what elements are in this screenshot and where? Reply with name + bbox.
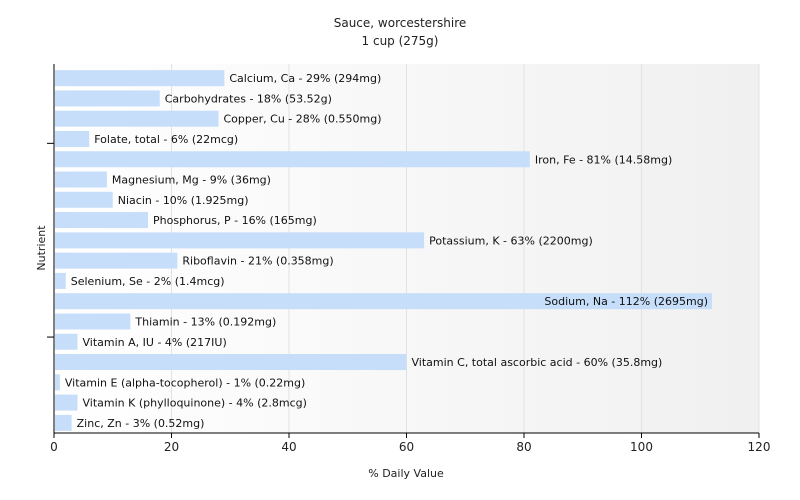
bar (55, 272, 66, 289)
bar-label: Potassium, K - 63% (2200mg) (429, 234, 593, 247)
bar-label: Thiamin - 13% (0.192mg) (134, 315, 276, 328)
bar-label: Niacin - 10% (1.925mg) (118, 194, 249, 207)
axes: 0 20 40 60 80 100 120 (47, 64, 770, 454)
chart-title: Sauce, worcestershire (334, 16, 467, 30)
x-tick-label: 0 (50, 440, 58, 454)
x-tick-label: 60 (399, 440, 414, 454)
bar (55, 151, 530, 168)
x-tick-label: 40 (281, 440, 296, 454)
bar-label: Sodium, Na - 112% (2695mg) (544, 295, 708, 308)
x-tick-label: 80 (516, 440, 531, 454)
bar-label: Vitamin C, total ascorbic acid - 60% (35… (412, 356, 663, 369)
bar-label: Folate, total - 6% (22mcg) (94, 133, 238, 146)
bar-label: Calcium, Ca - 29% (294mg) (229, 72, 381, 85)
x-tick-label: 100 (630, 440, 653, 454)
bar (55, 110, 219, 127)
x-tick-label: 120 (748, 440, 771, 454)
bar-label: Iron, Fe - 81% (14.58mg) (535, 153, 672, 166)
bar (55, 293, 712, 310)
bar-label: Copper, Cu - 28% (0.550mg) (224, 113, 382, 126)
bar-label: Selenium, Se - 2% (1.4mcg) (71, 275, 225, 288)
bar (55, 394, 78, 411)
bar-label: Magnesium, Mg - 9% (36mg) (112, 174, 271, 187)
chart-subtitle: 1 cup (275g) (362, 34, 439, 48)
y-axis-label: Nutrient (35, 225, 48, 271)
bar (55, 313, 131, 330)
bar-label: Vitamin E (alpha-tocopherol) - 1% (0.22m… (65, 376, 305, 389)
bar-label: Carbohydrates - 18% (53.52g) (165, 92, 332, 105)
bar-label: Vitamin A, IU - 4% (217IU) (83, 336, 227, 349)
bar-label: Riboflavin - 21% (0.358mg) (182, 255, 333, 268)
x-axis-label: % Daily Value (368, 467, 444, 480)
bars-group: Calcium, Ca - 29% (294mg) Carbohydrates -… (55, 70, 712, 431)
bar (55, 70, 225, 87)
x-tick-label: 20 (164, 440, 179, 454)
bar (55, 171, 107, 188)
bar (55, 252, 178, 269)
bar (55, 191, 113, 208)
bar (55, 374, 60, 391)
bar (55, 232, 425, 249)
bar-label: Zinc, Zn - 3% (0.52mg) (77, 417, 205, 430)
bar-label: Vitamin K (phylloquinone) - 4% (2.8mcg) (83, 397, 307, 410)
bar (55, 212, 148, 229)
bar (55, 414, 72, 431)
bar (55, 130, 90, 147)
bar (55, 90, 160, 107)
bar-label: Phosphorus, P - 16% (165mg) (153, 214, 317, 227)
bar (55, 354, 407, 371)
bar (55, 333, 78, 350)
